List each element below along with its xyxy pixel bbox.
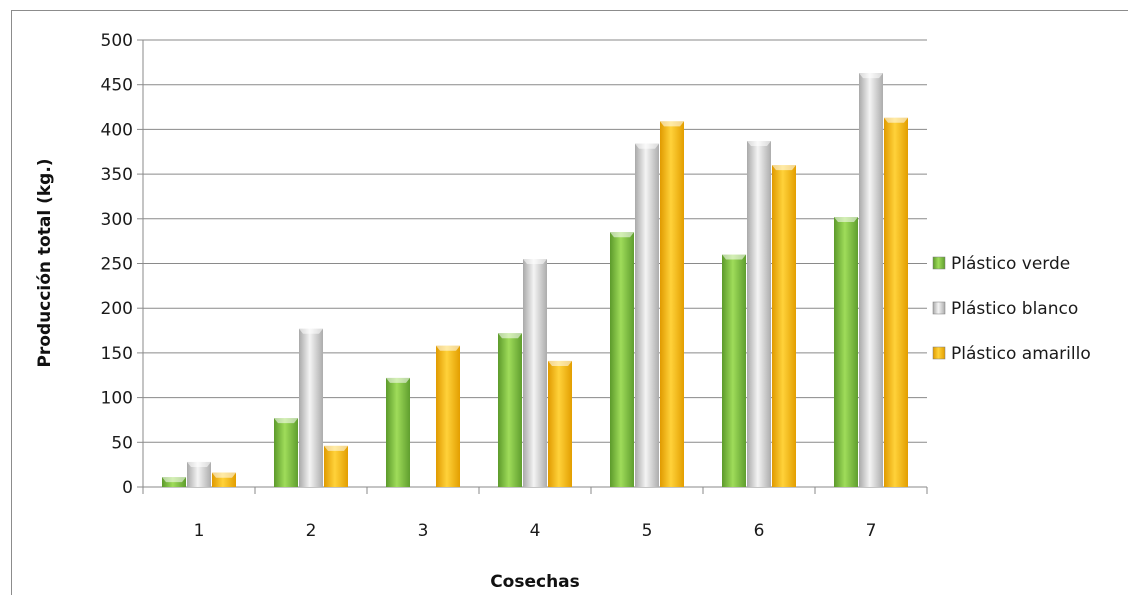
bar-body [722, 254, 746, 487]
bar-top-bevel [660, 121, 684, 127]
bar-body [548, 360, 572, 487]
bar [299, 328, 323, 487]
bar-body [660, 121, 684, 487]
x-tick-label: 1 [194, 521, 205, 541]
bar-top-bevel [834, 217, 858, 223]
bar-top-bevel [523, 259, 547, 265]
bar [436, 345, 460, 487]
y-tick-label: 300 [101, 210, 133, 230]
bar-top-bevel [859, 73, 883, 79]
y-tick-label: 0 [122, 478, 133, 498]
bar-body [386, 377, 410, 487]
bar-top-bevel [162, 477, 186, 483]
bar-body [610, 232, 634, 487]
legend-label: Plástico verde [951, 254, 1070, 274]
legend-item: Plástico amarillo [932, 344, 1091, 364]
bar-top-bevel [722, 254, 746, 260]
bar-top-bevel [772, 165, 796, 171]
y-tick-label: 50 [111, 433, 133, 453]
legend-swatch [932, 256, 946, 270]
bar-top-bevel [299, 328, 323, 334]
x-tick-label: 6 [754, 521, 765, 541]
bar-body [772, 165, 796, 487]
x-tick-label: 4 [530, 521, 541, 541]
bar-body [324, 445, 348, 487]
x-tick-label: 7 [866, 521, 877, 541]
y-tick-label: 200 [101, 299, 133, 319]
bar-top-bevel [747, 141, 771, 147]
bars [162, 73, 908, 488]
x-tick-label: 5 [642, 521, 653, 541]
bar-top-bevel [386, 377, 410, 383]
bar [548, 360, 572, 487]
y-tick-label: 150 [101, 344, 133, 364]
bar [523, 259, 547, 487]
bar-top-bevel [324, 445, 348, 451]
bar [187, 461, 211, 487]
bar [274, 418, 298, 487]
y-tick-label: 350 [101, 165, 133, 185]
bar-top-bevel [884, 117, 908, 123]
bar [859, 73, 883, 487]
bar [722, 254, 746, 487]
legend-label: Plástico blanco [951, 299, 1078, 319]
bar [610, 232, 634, 487]
bar [386, 377, 410, 487]
bar-body [884, 117, 908, 487]
bar-body [299, 328, 323, 487]
legend-item: Plástico blanco [932, 299, 1078, 319]
bar-body [635, 143, 659, 488]
bar-body [436, 345, 460, 487]
bar-top-bevel [610, 232, 634, 238]
y-axis-title: Producción total (kg.) [35, 158, 55, 367]
bar-body [498, 333, 522, 487]
bar-body [523, 259, 547, 487]
y-tick-label: 250 [101, 255, 133, 275]
bar [772, 165, 796, 487]
tick-labels: 0 50 100 150 200 250 300 350 400 450 500 1 2 3 4 5 6 7 [101, 31, 877, 541]
bar [747, 141, 771, 487]
legend-label: Plástico amarillo [951, 344, 1091, 364]
x-tick-label: 2 [306, 521, 317, 541]
legend-item: Plástico verde [932, 254, 1070, 274]
bar [834, 217, 858, 487]
bar-top-bevel [635, 143, 659, 149]
bar-top-bevel [212, 472, 236, 478]
legend: Plástico verde Plástico blanco Plástico am… [932, 254, 1091, 364]
bar-body [859, 73, 883, 487]
bar [635, 143, 659, 488]
bar-body [274, 418, 298, 487]
bar [162, 477, 186, 487]
y-tick-label: 100 [101, 389, 133, 409]
legend-swatch [932, 301, 946, 315]
y-tick-label: 450 [101, 76, 133, 96]
bar-top-bevel [274, 418, 298, 424]
x-tick-label: 3 [418, 521, 429, 541]
bar-body [747, 141, 771, 487]
bar [884, 117, 908, 487]
bar-top-bevel [498, 333, 522, 339]
bar-top-bevel [548, 360, 572, 366]
bar-body [834, 217, 858, 487]
bar [498, 333, 522, 487]
y-tick-label: 500 [101, 31, 133, 51]
legend-swatch [932, 346, 946, 360]
x-axis-title: Cosechas [490, 572, 580, 592]
bar-top-bevel [187, 461, 211, 467]
bar [212, 472, 236, 487]
y-tick-label: 400 [101, 120, 133, 140]
bar-top-bevel [436, 345, 460, 351]
bar [660, 121, 684, 487]
bar [324, 445, 348, 487]
